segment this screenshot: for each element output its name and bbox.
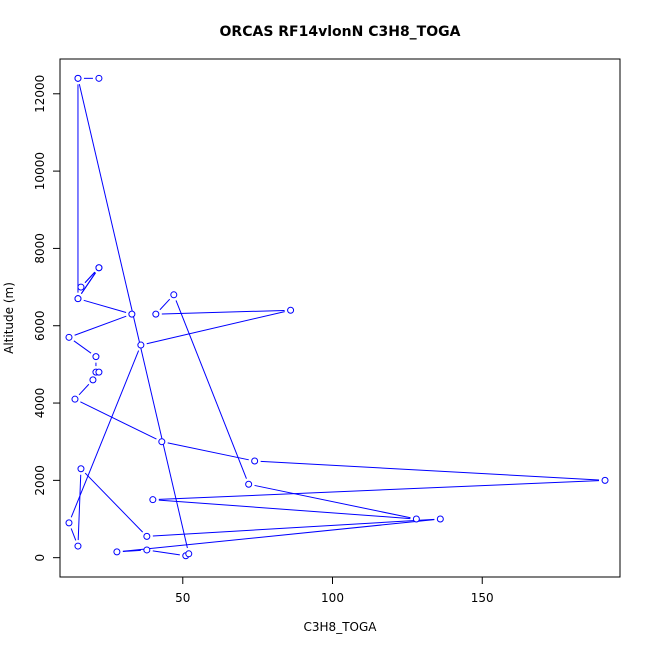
data-point — [152, 310, 160, 318]
y-tick-label: 10000 — [33, 152, 47, 190]
data-point — [128, 310, 136, 318]
series-segment — [73, 340, 92, 354]
series-segment — [159, 298, 171, 311]
data-point — [149, 496, 157, 504]
data-point — [74, 542, 82, 550]
data-point — [95, 74, 103, 82]
data-point — [71, 395, 79, 403]
data-point — [287, 306, 295, 314]
series-layer — [65, 74, 609, 560]
data-point — [143, 546, 151, 554]
data-point — [245, 480, 253, 488]
x-tick-label: 150 — [471, 591, 494, 605]
y-tick-label: 4000 — [33, 388, 47, 419]
y-tick-label: 0 — [33, 554, 47, 562]
data-point — [412, 515, 420, 523]
series-segment — [152, 550, 180, 556]
series-segment — [122, 519, 435, 552]
data-point — [601, 476, 609, 484]
data-point — [89, 376, 97, 384]
data-point — [77, 465, 85, 473]
data-point — [95, 368, 103, 376]
data-point — [77, 283, 85, 291]
data-point — [251, 457, 259, 465]
series-segment — [70, 528, 77, 541]
series-segment — [74, 315, 127, 336]
y-tick-label: 2000 — [33, 465, 47, 496]
chart-title: ORCAS RF14vlonN C3H8_TOGA — [220, 24, 461, 40]
y-tick-label: 8000 — [33, 233, 47, 264]
data-point — [436, 515, 444, 523]
data-point — [143, 532, 151, 540]
data-point — [74, 295, 82, 303]
y-tick-label: 6000 — [33, 310, 47, 341]
series-segment — [84, 472, 144, 533]
series-segment — [158, 499, 411, 520]
data-point — [65, 333, 73, 341]
data-point — [137, 341, 145, 349]
series-segment — [152, 518, 435, 537]
data-point — [65, 519, 73, 527]
series-segment — [158, 480, 600, 500]
y-tick-label: 12000 — [33, 75, 47, 113]
x-tick-label: 50 — [175, 591, 190, 605]
series-segment — [254, 484, 411, 519]
series-segment — [70, 350, 140, 518]
data-point — [113, 548, 121, 556]
series-segment — [146, 311, 285, 345]
series-segment — [80, 272, 96, 294]
data-point — [158, 438, 166, 446]
series-segment — [83, 299, 127, 313]
x-axis-label: C3H8_TOGA — [304, 620, 378, 634]
data-point — [170, 291, 178, 299]
x-tick-label: 100 — [321, 591, 344, 605]
series-segment — [78, 383, 90, 396]
series-segment — [77, 474, 82, 541]
x-axis: 50 100 150 — [175, 576, 494, 605]
series-segment — [122, 549, 141, 552]
series-segment — [167, 442, 249, 461]
y-axis: 0 2000 4000 6000 8000 10000 12000 — [33, 75, 61, 562]
series-segment — [84, 271, 96, 284]
y-axis-label: Altitude (m) — [2, 282, 16, 354]
series-segment — [175, 300, 247, 479]
data-point — [92, 353, 100, 361]
data-point — [185, 550, 193, 558]
series-segment — [161, 309, 285, 315]
data-point — [74, 74, 82, 82]
data-point — [95, 264, 103, 272]
series-segment — [260, 460, 600, 481]
series-segment — [80, 401, 157, 440]
